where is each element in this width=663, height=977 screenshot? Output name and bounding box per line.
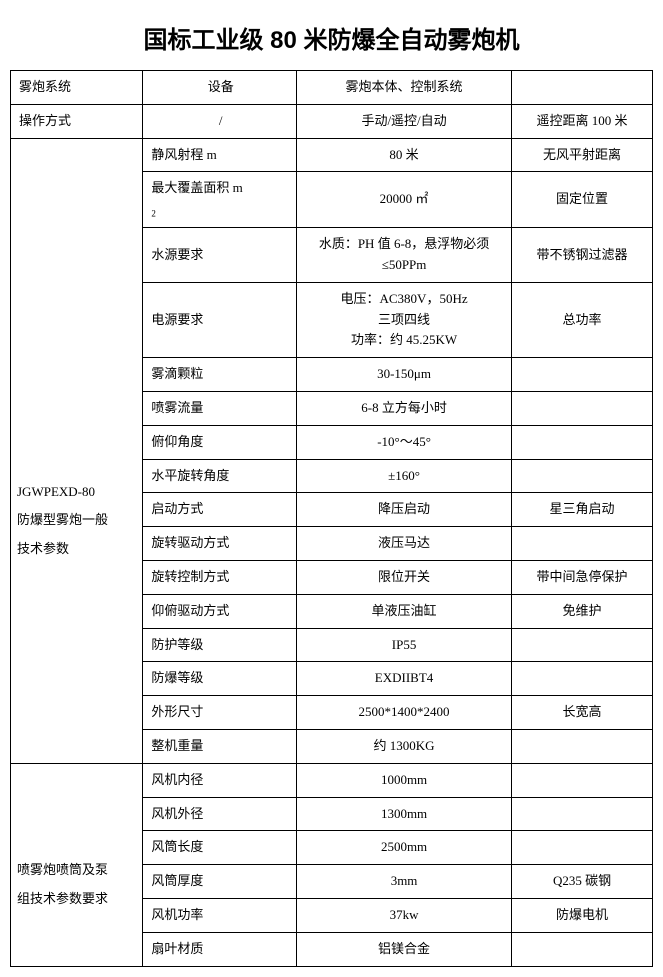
cell [512, 628, 653, 662]
cell: 铝镁合金 [297, 932, 512, 966]
cell: 带不锈钢过滤器 [512, 228, 653, 283]
cell: 总功率 [512, 282, 653, 357]
cell: 风筒长度 [143, 831, 297, 865]
cell: 2500mm [297, 831, 512, 865]
cell: 遥控距离 100 米 [512, 104, 653, 138]
cell: 3mm [297, 865, 512, 899]
cell: 30-150μm [297, 358, 512, 392]
cell: 静风射程 m [143, 138, 297, 172]
cell: 星三角启动 [512, 493, 653, 527]
cell [512, 662, 653, 696]
cell [512, 527, 653, 561]
cell: 6-8 立方每小时 [297, 391, 512, 425]
cell: 喷雾流量 [143, 391, 297, 425]
cell: 水质：PH 值 6-8，悬浮物必须≤50PPm [297, 228, 512, 283]
cell: 限位开关 [297, 560, 512, 594]
cell: 带中间急停保护 [512, 560, 653, 594]
cell: 防爆等级 [143, 662, 297, 696]
cell: 扇叶材质 [143, 932, 297, 966]
cell: 风机外径 [143, 797, 297, 831]
cell: 无风平射距离 [512, 138, 653, 172]
table-row: 操作方式 / 手动/遥控/自动 遥控距离 100 米 [11, 104, 653, 138]
section-label: 喷雾炮喷筒及泵组技术参数要求 [11, 763, 143, 966]
cell [512, 797, 653, 831]
cell: 风机功率 [143, 898, 297, 932]
cell: 风机内径 [143, 763, 297, 797]
cell [512, 425, 653, 459]
cell [512, 729, 653, 763]
cell: 手动/遥控/自动 [297, 104, 512, 138]
cell [512, 391, 653, 425]
cell: 长宽高 [512, 696, 653, 730]
cell: EXDIIBT4 [297, 662, 512, 696]
cell: 2500*1400*2400 [297, 696, 512, 730]
cell: 整机重量 [143, 729, 297, 763]
cell: 操作方式 [11, 104, 143, 138]
cell: 80 米 [297, 138, 512, 172]
cell [512, 763, 653, 797]
cell: 水平旋转角度 [143, 459, 297, 493]
cell: 外形尺寸 [143, 696, 297, 730]
cell: ±160° [297, 459, 512, 493]
cell: 液压马达 [297, 527, 512, 561]
section-label: JGWPEXD-80防爆型雾炮一般技术参数 [11, 138, 143, 763]
cell: IP55 [297, 628, 512, 662]
cell: 最大覆盖面积 m2 [143, 172, 297, 228]
cell: 雾炮系统 [11, 71, 143, 105]
table-row: 喷雾炮喷筒及泵组技术参数要求风机内径1000mm [11, 763, 653, 797]
cell: 旋转控制方式 [143, 560, 297, 594]
cell [512, 71, 653, 105]
cell: 仰俯驱动方式 [143, 594, 297, 628]
cell: 电源要求 [143, 282, 297, 357]
cell: 单液压油缸 [297, 594, 512, 628]
cell: -10°～45° [297, 425, 512, 459]
spec-table: 雾炮系统 设备 雾炮本体、控制系统 操作方式 / 手动/遥控/自动 遥控距离 1… [10, 70, 653, 967]
cell: 雾滴颗粒 [143, 358, 297, 392]
cell: 1000mm [297, 763, 512, 797]
cell: 水源要求 [143, 228, 297, 283]
cell: 防护等级 [143, 628, 297, 662]
cell [512, 459, 653, 493]
cell [512, 358, 653, 392]
cell: 设备 [143, 71, 297, 105]
cell: 37kw [297, 898, 512, 932]
cell: 固定位置 [512, 172, 653, 228]
cell: 俯仰角度 [143, 425, 297, 459]
table-row: 雾炮系统 设备 雾炮本体、控制系统 [11, 71, 653, 105]
cell: 启动方式 [143, 493, 297, 527]
cell: 电压：AC380V，50Hz三项四线功率：约 45.25KW [297, 282, 512, 357]
cell: 旋转驱动方式 [143, 527, 297, 561]
cell [512, 831, 653, 865]
cell: 风筒厚度 [143, 865, 297, 899]
cell: Q235 碳钢 [512, 865, 653, 899]
cell: 免维护 [512, 594, 653, 628]
cell: 降压启动 [297, 493, 512, 527]
cell: 20000 ㎡ [297, 172, 512, 228]
page-title: 国标工业级 80 米防爆全自动雾炮机 [10, 20, 653, 55]
cell: / [143, 104, 297, 138]
cell: 雾炮本体、控制系统 [297, 71, 512, 105]
cell: 1300mm [297, 797, 512, 831]
cell: 防爆电机 [512, 898, 653, 932]
cell [512, 932, 653, 966]
cell: 约 1300KG [297, 729, 512, 763]
table-row: JGWPEXD-80防爆型雾炮一般技术参数静风射程 m80 米无风平射距离 [11, 138, 653, 172]
